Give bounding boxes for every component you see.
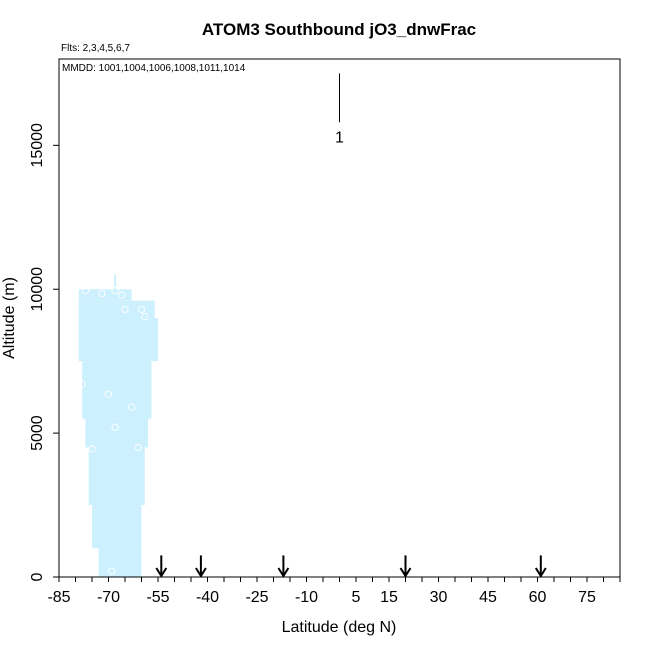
profile-band-segment <box>78 318 158 362</box>
x-tick-label: -70 <box>97 589 120 606</box>
profile-band-segment <box>98 548 142 577</box>
profile-band-segment <box>88 447 145 506</box>
x-tick-label: -85 <box>47 589 70 606</box>
flights-subtitle: Flts: 2,3,4,5,6,7 <box>61 43 130 54</box>
y-axis-title: Altitude (m) <box>1 277 18 359</box>
x-tick-label: 60 <box>529 589 547 606</box>
annotation-label: 1 <box>335 130 344 147</box>
data-point <box>88 445 96 453</box>
x-tick-label: -25 <box>245 589 268 606</box>
data-point <box>78 380 86 388</box>
plot-area: 1 <box>78 73 547 578</box>
chart-title: ATOM3 Southbound jO3_dnwFrac <box>202 20 476 39</box>
y-tick-label: 5000 <box>29 415 46 451</box>
x-tick-label: -40 <box>196 589 219 606</box>
profile-band-segment <box>82 361 152 419</box>
x-tick-label: 30 <box>430 589 448 606</box>
data-point <box>141 312 149 321</box>
arrow-marker <box>195 555 207 578</box>
profile-band-segment <box>85 418 149 448</box>
x-axis: -85 -70 -55 -40 -25 -10 5 15 30 45 60 75 <box>47 577 621 606</box>
data-point <box>127 403 136 411</box>
data-point <box>134 443 142 452</box>
dates-subtitle: MMDD: 1001,1004,1006,1008,1011,1014 <box>62 63 246 74</box>
x-tick-label: -55 <box>146 589 169 606</box>
data-point <box>137 305 146 314</box>
x-axis-title: Latitude (deg N) <box>282 619 397 636</box>
y-axis: 0 5000 10000 15000 <box>29 123 59 581</box>
data-point <box>108 567 116 575</box>
arrow-marker <box>399 555 412 578</box>
data-point <box>111 423 119 432</box>
data-point <box>98 289 106 298</box>
profile-band-segment <box>92 505 142 549</box>
arrow-marker <box>277 555 290 578</box>
y-tick-label: 0 <box>29 572 46 581</box>
y-tick-label: 15000 <box>29 123 46 168</box>
data-point <box>88 547 96 555</box>
arrow-marker <box>155 555 168 578</box>
profile-band-segment <box>78 300 155 304</box>
data-point <box>81 287 90 295</box>
data-point <box>121 305 129 314</box>
data-point <box>118 291 126 299</box>
x-tick-label: 5 <box>352 589 361 606</box>
y-tick-label: 10000 <box>29 267 46 312</box>
data-point <box>111 287 119 295</box>
x-tick-label: 15 <box>380 589 398 606</box>
x-tick-label: 45 <box>479 589 497 606</box>
x-tick-label: 75 <box>578 589 596 606</box>
x-tick-label: -10 <box>295 589 318 606</box>
arrow-marker <box>534 555 547 578</box>
profile-band-segment <box>78 303 155 318</box>
data-point <box>104 390 113 398</box>
